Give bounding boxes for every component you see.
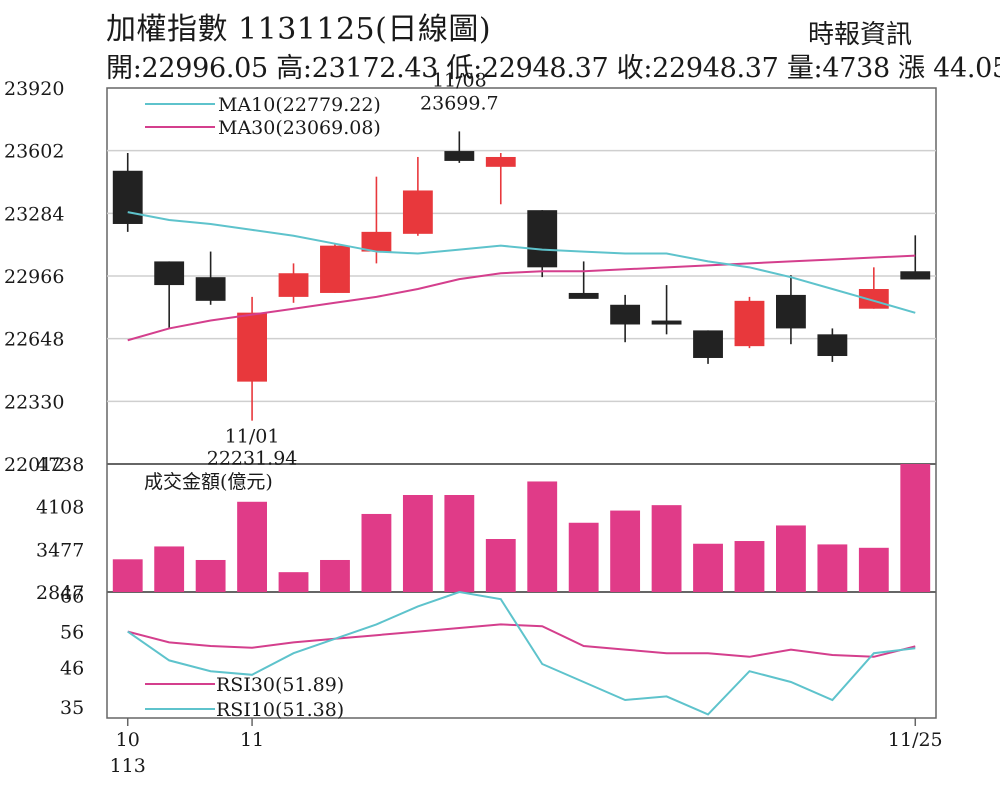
volume-bar	[402, 495, 433, 592]
candle-down	[693, 330, 723, 358]
volume-title: 成交金額(億元)	[144, 471, 273, 493]
x-tick-label: 11	[240, 729, 264, 751]
volume-bar	[320, 559, 350, 592]
candle-up	[320, 245, 350, 293]
volume-axis-tick: 4738	[36, 454, 84, 476]
annotation-value: 23699.7	[420, 92, 499, 114]
volume-bar	[734, 541, 765, 592]
rsi-axis-tick: 66	[60, 586, 84, 608]
volume-bar	[610, 510, 641, 592]
volume-bar	[195, 559, 226, 592]
rsi10-line	[127, 590, 916, 716]
volume-bar	[237, 501, 267, 592]
candle-down	[568, 292, 599, 299]
rsi-axis-tick: 35	[60, 697, 84, 719]
candle-up	[734, 300, 765, 347]
annotation-value: 22231.94	[207, 448, 298, 470]
volume-bar	[112, 559, 143, 592]
legend-label: MA10(22779.22)	[218, 94, 381, 116]
volume-bar	[444, 495, 475, 592]
ohlc-summary: 開:22996.05 高:23172.43 低:22948.37 收:22948…	[106, 53, 1000, 84]
x-axis-year: 113	[110, 755, 146, 777]
ma10-line	[127, 211, 916, 314]
candle-down	[195, 277, 226, 301]
candle-down	[651, 320, 682, 325]
chart-title: 加權指數 1131125(日線圖)	[106, 12, 492, 47]
candle-down	[817, 334, 848, 357]
volume-bar	[527, 481, 558, 592]
candle-down	[154, 261, 185, 286]
price-axis-tick: 23284	[4, 203, 64, 225]
candle-up	[278, 273, 309, 297]
candle-down	[444, 151, 475, 161]
candle-up	[402, 190, 433, 234]
chart-frame	[106, 87, 937, 719]
volume-bar	[858, 547, 889, 592]
price-axis-tick: 22648	[4, 329, 64, 351]
rsi30-line	[127, 623, 916, 658]
candle-up	[361, 231, 392, 252]
ma30-line	[127, 254, 916, 342]
volume-bar	[693, 543, 723, 592]
candle-down	[900, 271, 931, 280]
candle-down	[527, 210, 558, 268]
legend-label: RSI30(51.89)	[216, 674, 344, 696]
candle-down	[610, 304, 641, 325]
volume-axis-tick: 3477	[36, 539, 84, 561]
price-axis-tick: 23602	[4, 141, 64, 163]
annotation-date: 11/08	[432, 69, 487, 91]
rsi-axis-tick: 46	[60, 658, 84, 680]
price-axis-tick: 22966	[4, 266, 64, 288]
candle-down	[112, 170, 143, 224]
volume-bar	[278, 572, 309, 592]
x-tick-label: 10	[116, 729, 140, 751]
candle-up	[237, 312, 267, 382]
price-axis-tick: 22012	[4, 454, 64, 476]
volume-bar	[776, 525, 806, 592]
annotation-date: 11/01	[225, 426, 280, 448]
volume-bar	[817, 544, 848, 592]
price-axis-tick: 22330	[4, 391, 64, 413]
price-axis-tick: 23920	[4, 78, 64, 100]
candle-down	[776, 294, 806, 329]
source-label: 時報資訊	[808, 20, 913, 50]
volume-bar	[361, 513, 392, 592]
volume-bar	[485, 538, 516, 592]
volume-bar	[651, 505, 682, 592]
legend-label: MA30(23069.08)	[218, 117, 381, 139]
volume-axis-tick: 2847	[36, 582, 84, 604]
x-tick-label: 11/25	[888, 729, 943, 751]
volume-bar	[154, 546, 185, 592]
rsi-axis-tick: 56	[60, 622, 84, 644]
volume-bar	[568, 522, 599, 592]
volume-axis-tick: 4108	[36, 497, 84, 519]
legend-label: RSI10(51.38)	[216, 699, 344, 721]
candle-up	[485, 156, 516, 167]
volume-bar	[900, 464, 931, 592]
